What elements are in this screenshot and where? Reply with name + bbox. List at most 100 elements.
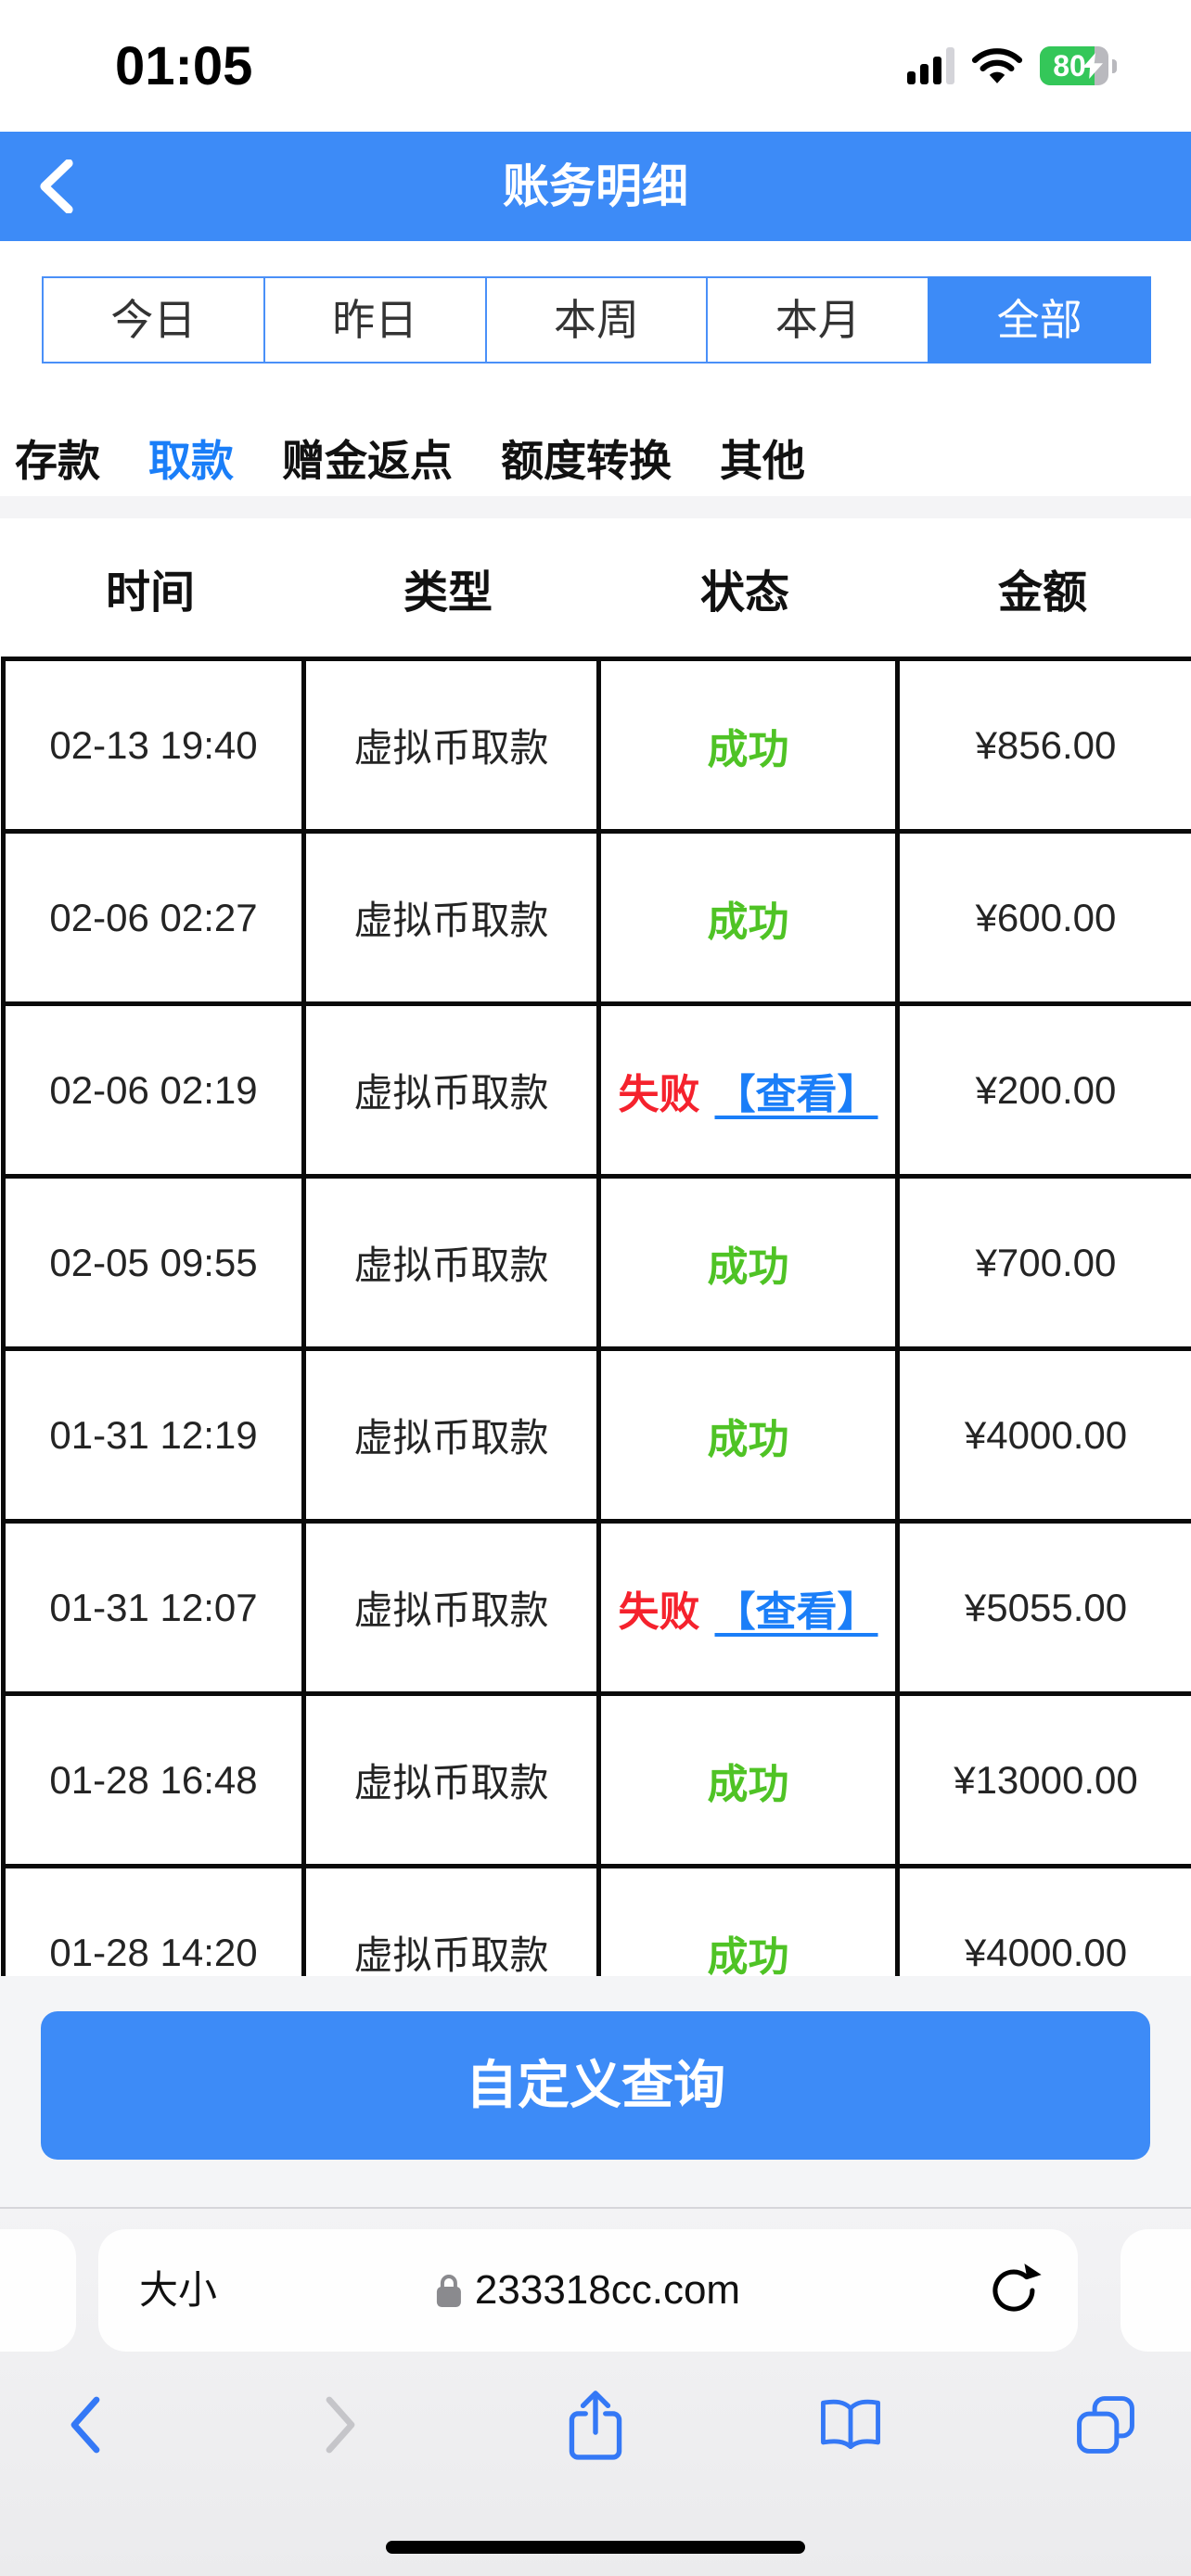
cell-amount: ¥4000.00 — [895, 1346, 1191, 1524]
cell-status: 成功 — [596, 1174, 900, 1351]
chevron-back-icon — [70, 2396, 100, 2454]
tabs-button[interactable] — [1069, 2395, 1143, 2455]
tab-this-week[interactable]: 本周 — [484, 276, 709, 363]
charging-bolt-icon — [1082, 53, 1103, 79]
cell-time: 01-31 12:07 — [1, 1519, 306, 1696]
date-range-tabs: 今日 昨日 本周 本月 全部 — [42, 276, 1151, 363]
cell-amount: ¥200.00 — [895, 1001, 1191, 1179]
cell-status: 成功 — [596, 657, 900, 834]
cell-type: 虚拟币取款 — [301, 829, 601, 1006]
custom-query-button[interactable]: 自定义查询 — [41, 2011, 1150, 2160]
cell-amount: ¥856.00 — [895, 657, 1191, 834]
cell-status: 失败 【查看】 — [596, 1519, 900, 1696]
col-header-status: 状态 — [699, 568, 789, 618]
tab-today[interactable]: 今日 — [42, 276, 265, 363]
cell-type: 虚拟币取款 — [301, 657, 601, 834]
tab-bonus-rebate[interactable]: 赠金返点 — [282, 437, 453, 485]
cell-amount: ¥700.00 — [895, 1174, 1191, 1351]
safari-chrome: 大小 233318cc.com — [0, 2207, 1191, 2576]
cell-amount: ¥13000.00 — [895, 1691, 1191, 1868]
bookmarks-button[interactable] — [813, 2397, 888, 2453]
url-group: 233318cc.com — [436, 2229, 740, 2352]
tab-all[interactable]: 全部 — [928, 276, 1151, 363]
col-header-time: 时间 — [105, 568, 195, 618]
cell-time: 02-13 19:40 — [1, 657, 306, 834]
cell-amount: ¥600.00 — [895, 829, 1191, 1006]
cell-time: 02-05 09:55 — [1, 1174, 306, 1351]
back-button[interactable] — [39, 158, 95, 215]
tab-withdraw[interactable]: 取款 — [148, 437, 234, 485]
category-tabs: 存款 取款 赠金返点 额度转换 其他 — [15, 420, 805, 496]
wifi-icon — [971, 48, 1023, 83]
share-icon — [569, 2391, 622, 2460]
status-success: 成功 — [707, 1243, 789, 1290]
table-row: 02-06 02:27 虚拟币取款 成功 ¥600.00 — [1, 829, 1191, 1006]
table-row: 02-05 09:55 虚拟币取款 成功 ¥700.00 — [1, 1174, 1191, 1351]
share-button[interactable] — [558, 2389, 633, 2461]
browser-forward-button[interactable] — [303, 2395, 378, 2455]
status-icons: 80 — [907, 45, 1117, 87]
page-title: 账务明细 — [503, 160, 688, 212]
table-row: 02-06 02:19 虚拟币取款 失败 【查看】 ¥200.00 — [1, 1001, 1191, 1179]
address-bar[interactable]: 大小 233318cc.com — [98, 2229, 1078, 2352]
cell-type: 虚拟币取款 — [301, 1001, 601, 1179]
tab-other[interactable]: 其他 — [720, 437, 805, 485]
tabs-icon — [1077, 2396, 1134, 2454]
table-column-headers: 时间 类型 状态 金额 — [0, 518, 1191, 657]
table-row: 02-13 19:40 虚拟币取款 成功 ¥856.00 — [1, 657, 1191, 834]
cell-amount: ¥5055.00 — [895, 1519, 1191, 1696]
status-bar: 01:05 80 — [0, 0, 1191, 132]
cell-type: 虚拟币取款 — [301, 1174, 601, 1351]
status-failed: 失败 — [618, 1588, 700, 1635]
tab-deposit[interactable]: 存款 — [15, 437, 100, 485]
battery-cap — [1112, 58, 1117, 73]
cell-type: 虚拟币取款 — [301, 1519, 601, 1696]
chevron-forward-icon — [326, 2396, 355, 2454]
battery-icon: 80 — [1040, 46, 1108, 85]
safari-toolbar — [0, 2365, 1191, 2485]
adjacent-tab-right[interactable] — [1121, 2229, 1191, 2352]
text-size-button[interactable]: 大小 — [139, 2268, 218, 2312]
table-row: 01-31 12:07 虚拟币取款 失败 【查看】 ¥5055.00 — [1, 1519, 1191, 1696]
lock-icon — [436, 2275, 461, 2307]
cell-status: 失败 【查看】 — [596, 1001, 900, 1179]
tab-this-month[interactable]: 本月 — [706, 276, 930, 363]
reload-icon[interactable] — [987, 2261, 1043, 2320]
view-details-link[interactable]: 【查看】 — [714, 1071, 878, 1117]
home-indicator[interactable] — [386, 2541, 805, 2554]
col-header-amount: 金额 — [997, 568, 1087, 618]
book-icon — [821, 2399, 880, 2449]
table-row: 01-28 16:48 虚拟币取款 成功 ¥13000.00 — [1, 1691, 1191, 1868]
cellular-signal-icon — [907, 47, 954, 84]
tab-yesterday[interactable]: 昨日 — [263, 276, 487, 363]
view-details-link[interactable]: 【查看】 — [714, 1588, 878, 1635]
cell-status: 成功 — [596, 829, 900, 1006]
cell-type: 虚拟币取款 — [301, 1346, 601, 1524]
status-success: 成功 — [707, 1416, 789, 1462]
page-header: 账务明细 — [0, 132, 1191, 241]
cell-time: 02-06 02:19 — [1, 1001, 306, 1179]
battery-percent: 80 — [1053, 49, 1086, 83]
table-row: 01-31 12:19 虚拟币取款 成功 ¥4000.00 — [1, 1346, 1191, 1524]
status-success: 成功 — [707, 726, 789, 772]
cell-time: 01-31 12:19 — [1, 1346, 306, 1524]
cell-status: 成功 — [596, 1346, 900, 1524]
cell-time: 02-06 02:27 — [1, 829, 306, 1006]
status-success: 成功 — [707, 899, 789, 945]
chevron-left-icon — [40, 159, 73, 213]
status-failed: 失败 — [618, 1071, 700, 1117]
footer-panel: 自定义查询 — [0, 1976, 1191, 2207]
status-success: 成功 — [707, 1761, 789, 1807]
url-text: 233318cc.com — [474, 2267, 741, 2313]
tab-quota-transfer[interactable]: 额度转换 — [501, 437, 672, 485]
clock: 01:05 — [115, 36, 253, 96]
status-success: 成功 — [707, 1933, 789, 1980]
adjacent-tab-left[interactable] — [0, 2229, 76, 2352]
transactions-table: 02-13 19:40 虚拟币取款 成功 ¥856.00 02-06 02:27… — [1, 657, 1191, 2041]
browser-back-button[interactable] — [48, 2395, 122, 2455]
cell-type: 虚拟币取款 — [301, 1691, 601, 1868]
cell-status: 成功 — [596, 1691, 900, 1868]
section-divider — [0, 496, 1191, 518]
cell-time: 01-28 16:48 — [1, 1691, 306, 1868]
